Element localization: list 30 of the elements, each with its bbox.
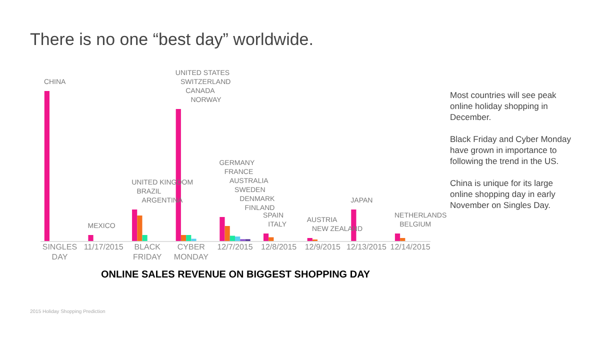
bar xyxy=(263,234,269,241)
x-tick-label: 12/8/2015 xyxy=(261,242,298,252)
bar xyxy=(180,235,186,241)
x-tick-label: 12/14/2015 xyxy=(390,242,431,252)
bar xyxy=(186,235,192,241)
text: Black Friday and Cyber Monday have grown in importance to following the trend in the US. xyxy=(450,134,572,166)
text: China is unique for its large online shopping day in early November on Singles Day. xyxy=(450,178,556,210)
bar xyxy=(137,216,142,241)
x-tick-label: CYBER MONDAY xyxy=(174,242,210,262)
chart-title: There is no one “best day” worldwide. xyxy=(30,30,314,49)
bar xyxy=(394,234,400,241)
x-tick-label: BLACK FRIDAY xyxy=(132,242,162,262)
x-tick-label: SINGLES DAY xyxy=(42,242,78,262)
bar xyxy=(44,91,50,241)
x-tick-label: 12/7/2015 xyxy=(217,242,254,252)
bar xyxy=(400,238,406,241)
x-tick-label: 12/9/2015 xyxy=(304,242,341,252)
bar xyxy=(142,235,148,241)
bar xyxy=(88,235,94,241)
bar xyxy=(235,236,240,241)
x-axis-title: ONLINE SALES REVENUE ON BIGGEST SHOPPING DAY xyxy=(100,270,370,280)
x-tick-label: 11/17/2015 xyxy=(84,242,124,252)
bar xyxy=(307,238,312,241)
x-tick-label: 12/13/2015 xyxy=(346,242,388,252)
bar xyxy=(220,217,225,241)
bar xyxy=(268,237,274,241)
bar xyxy=(132,210,138,241)
text: Most countries will see peak online holiday shopping in December. xyxy=(450,90,558,122)
bar xyxy=(230,236,235,241)
bar xyxy=(224,226,230,241)
